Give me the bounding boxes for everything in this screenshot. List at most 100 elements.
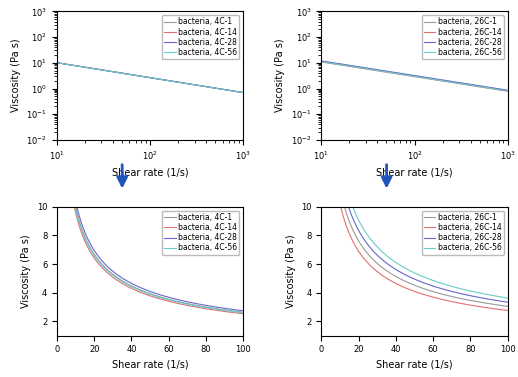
bacteria, 26C-1 bbox=[433, 77, 439, 81]
bacteria, 4C-56 bbox=[223, 87, 229, 92]
Legend: bacteria, 4C-1, bacteria, 4C-14, bacteria, 4C-28, bacteria, 4C-56: bacteria, 4C-1, bacteria, 4C-14, bacteri… bbox=[162, 211, 239, 255]
X-axis label: Shear rate (1/s): Shear rate (1/s) bbox=[376, 360, 453, 370]
bacteria, 26C-1 bbox=[409, 282, 415, 287]
bacteria, 4C-28 bbox=[211, 86, 217, 90]
Line: bacteria, 26C-28: bacteria, 26C-28 bbox=[321, 61, 508, 90]
bacteria, 26C-1 bbox=[505, 89, 511, 93]
bacteria, 4C-56 bbox=[145, 291, 151, 296]
bacteria, 26C-1 bbox=[430, 289, 436, 294]
Line: bacteria, 4C-28: bacteria, 4C-28 bbox=[59, 0, 243, 311]
Line: bacteria, 4C-14: bacteria, 4C-14 bbox=[57, 63, 243, 92]
bacteria, 4C-28 bbox=[240, 90, 247, 95]
bacteria, 4C-56 bbox=[207, 306, 213, 311]
bacteria, 4C-56 bbox=[236, 310, 242, 314]
bacteria, 4C-28 bbox=[207, 304, 213, 308]
bacteria, 4C-1 bbox=[240, 90, 247, 95]
Y-axis label: Viscosity (Pa s): Viscosity (Pa s) bbox=[11, 39, 21, 112]
bacteria, 26C-14 bbox=[505, 89, 511, 93]
bacteria, 26C-28 bbox=[318, 58, 324, 63]
bacteria, 4C-1 bbox=[54, 61, 60, 65]
bacteria, 26C-28 bbox=[487, 85, 493, 90]
bacteria, 4C-28 bbox=[168, 79, 174, 83]
bacteria, 4C-28 bbox=[240, 308, 247, 313]
bacteria, 26C-28 bbox=[433, 77, 439, 81]
bacteria, 26C-14 bbox=[408, 288, 414, 292]
bacteria, 26C-1 bbox=[471, 299, 478, 303]
bacteria, 4C-28 bbox=[223, 87, 229, 92]
bacteria, 26C-56 bbox=[471, 290, 478, 294]
bacteria, 26C-14 bbox=[429, 77, 436, 82]
bacteria, 26C-56 bbox=[408, 269, 414, 273]
bacteria, 26C-14 bbox=[428, 77, 435, 81]
Line: bacteria, 26C-14: bacteria, 26C-14 bbox=[323, 0, 508, 311]
bacteria, 4C-28 bbox=[165, 78, 171, 83]
bacteria, 26C-56 bbox=[505, 296, 511, 300]
bacteria, 26C-1 bbox=[487, 86, 493, 90]
bacteria, 4C-56 bbox=[165, 298, 171, 302]
bacteria, 4C-14 bbox=[168, 79, 174, 83]
bacteria, 4C-14 bbox=[143, 292, 150, 297]
bacteria, 4C-56 bbox=[240, 311, 247, 315]
bacteria, 4C-56 bbox=[155, 295, 162, 299]
Legend: bacteria, 26C-1, bacteria, 26C-14, bacteria, 26C-28, bacteria, 26C-56: bacteria, 26C-1, bacteria, 26C-14, bacte… bbox=[422, 211, 504, 255]
bacteria, 4C-14 bbox=[54, 60, 61, 65]
Line: bacteria, 26C-56: bacteria, 26C-56 bbox=[321, 62, 508, 91]
bacteria, 4C-14 bbox=[155, 296, 162, 301]
bacteria, 4C-14 bbox=[207, 307, 213, 312]
bacteria, 26C-14 bbox=[318, 60, 324, 64]
Y-axis label: Viscosity (Pa s): Viscosity (Pa s) bbox=[276, 39, 285, 112]
bacteria, 26C-28 bbox=[430, 284, 436, 288]
bacteria, 26C-14 bbox=[505, 308, 511, 313]
bacteria, 4C-1 bbox=[165, 297, 171, 302]
bacteria, 26C-56 bbox=[500, 295, 506, 300]
bacteria, 26C-1 bbox=[420, 286, 426, 291]
bacteria, 26C-28 bbox=[420, 280, 426, 285]
bacteria, 4C-14 bbox=[240, 90, 247, 95]
bacteria, 26C-1 bbox=[408, 282, 414, 286]
bacteria, 4C-14 bbox=[54, 60, 60, 65]
bacteria, 4C-56 bbox=[240, 90, 247, 95]
bacteria, 4C-56 bbox=[54, 61, 60, 65]
bacteria, 26C-56 bbox=[505, 89, 511, 93]
bacteria, 26C-28 bbox=[428, 76, 435, 81]
bacteria, 26C-56 bbox=[318, 60, 324, 64]
bacteria, 26C-14 bbox=[487, 86, 493, 91]
bacteria, 4C-1 bbox=[207, 305, 213, 310]
bacteria, 4C-28 bbox=[165, 295, 171, 299]
bacteria, 26C-14 bbox=[471, 303, 478, 308]
bacteria, 4C-1 bbox=[168, 79, 174, 83]
bacteria, 26C-28 bbox=[319, 59, 325, 63]
Line: bacteria, 4C-56: bacteria, 4C-56 bbox=[59, 0, 243, 313]
bacteria, 26C-56 bbox=[475, 84, 481, 89]
bacteria, 26C-14 bbox=[420, 292, 426, 296]
bacteria, 4C-56 bbox=[168, 79, 174, 83]
bacteria, 4C-56 bbox=[143, 291, 150, 295]
bacteria, 4C-14 bbox=[236, 311, 242, 316]
bacteria, 4C-1 bbox=[145, 290, 151, 295]
bacteria, 4C-14 bbox=[164, 78, 170, 83]
bacteria, 4C-56 bbox=[165, 78, 171, 83]
bacteria, 4C-14 bbox=[165, 78, 171, 83]
X-axis label: Shear rate (1/s): Shear rate (1/s) bbox=[376, 168, 453, 178]
bacteria, 26C-28 bbox=[408, 275, 414, 280]
bacteria, 4C-28 bbox=[145, 288, 151, 293]
bacteria, 4C-14 bbox=[165, 299, 171, 303]
bacteria, 4C-28 bbox=[143, 288, 150, 292]
bacteria, 26C-56 bbox=[428, 77, 435, 81]
bacteria, 26C-56 bbox=[429, 77, 436, 81]
bacteria, 26C-1 bbox=[500, 303, 506, 308]
bacteria, 4C-28 bbox=[155, 292, 162, 297]
Legend: bacteria, 26C-1, bacteria, 26C-14, bacteria, 26C-28, bacteria, 26C-56: bacteria, 26C-1, bacteria, 26C-14, bacte… bbox=[422, 15, 504, 59]
bacteria, 26C-56 bbox=[319, 60, 325, 64]
bacteria, 4C-1 bbox=[236, 310, 242, 314]
bacteria, 26C-1 bbox=[428, 77, 435, 81]
bacteria, 4C-1 bbox=[223, 87, 229, 92]
bacteria, 4C-1 bbox=[211, 86, 217, 90]
Line: bacteria, 4C-1: bacteria, 4C-1 bbox=[59, 0, 243, 312]
Line: bacteria, 26C-1: bacteria, 26C-1 bbox=[321, 61, 508, 91]
bacteria, 26C-56 bbox=[430, 278, 436, 283]
bacteria, 4C-1 bbox=[143, 290, 150, 294]
bacteria, 26C-1 bbox=[318, 59, 324, 64]
Y-axis label: Viscosity (Pa s): Viscosity (Pa s) bbox=[285, 234, 296, 308]
Line: bacteria, 26C-28: bacteria, 26C-28 bbox=[323, 0, 508, 302]
